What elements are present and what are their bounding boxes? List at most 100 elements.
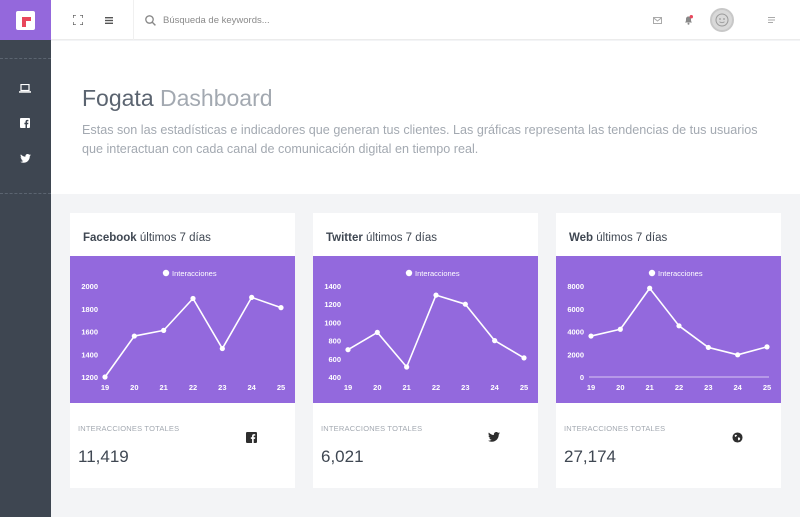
data-point — [345, 347, 351, 353]
options-button[interactable] — [762, 11, 780, 29]
data-point — [647, 285, 653, 291]
x-tick-label: 25 — [277, 383, 285, 392]
data-point — [404, 364, 410, 370]
laptop-icon — [19, 83, 31, 93]
legend-marker — [648, 269, 656, 277]
page-description: Estas son las estadísticas e indicadores… — [82, 123, 758, 156]
page-title: Fogata Dashboard — [82, 85, 273, 112]
bell-icon — [684, 15, 693, 25]
fullscreen-button[interactable] — [69, 11, 87, 29]
search-icon — [145, 14, 156, 26]
menu-button[interactable] — [100, 11, 118, 29]
user-avatar-icon — [715, 13, 729, 27]
stat-label: INTERACCIONES TOTALES — [321, 424, 423, 433]
sidebar-divider — [0, 193, 51, 194]
y-tick-label: 1200 — [324, 300, 341, 309]
x-tick-label: 25 — [763, 383, 771, 392]
x-tick-label: 23 — [218, 383, 226, 392]
series-line — [104, 296, 282, 378]
x-tick-label: 24 — [733, 383, 742, 392]
y-tick-label: 1800 — [81, 305, 98, 314]
data-point — [521, 355, 527, 361]
fogata-logo-icon — [16, 10, 35, 30]
page-title-brand: Fogata — [82, 85, 154, 111]
data-point — [131, 333, 137, 339]
legend-label: Interacciones — [172, 269, 217, 278]
mail-button[interactable] — [648, 11, 666, 29]
search-input[interactable] — [163, 14, 303, 26]
page-header: Fogata Dashboard Estas son las estadísti… — [51, 41, 800, 194]
x-tick-label: 19 — [101, 383, 109, 392]
globe-icon — [729, 429, 745, 445]
x-tick-label: 19 — [344, 383, 352, 392]
data-point — [676, 323, 682, 329]
data-point — [462, 301, 468, 307]
legend-marker — [405, 269, 413, 277]
x-tick-label: 21 — [159, 383, 167, 392]
data-point — [219, 345, 225, 352]
stat-value: 27,174 — [564, 447, 616, 466]
data-point — [588, 333, 594, 339]
data-point — [433, 292, 439, 298]
data-point — [249, 294, 255, 300]
x-tick-label: 20 — [373, 383, 381, 392]
y-tick-label: 2000 — [81, 282, 98, 291]
notifications-button[interactable] — [679, 11, 697, 29]
x-tick-label: 24 — [247, 383, 256, 392]
card-title: Twitter últimos 7 días — [326, 232, 437, 244]
legend-marker — [162, 269, 170, 277]
sidebar-item-twitter[interactable] — [13, 146, 37, 170]
data-point — [161, 327, 167, 333]
sidebar — [0, 0, 51, 517]
y-tick-label: 4000 — [567, 328, 584, 337]
y-tick-label: 8000 — [567, 282, 584, 291]
x-tick-label: 22 — [432, 383, 440, 392]
y-tick-label: 1600 — [81, 328, 98, 337]
line-chart-svg: Interacciones 0 2000 4000 6000 8000 19 20 21 22 23… — [567, 269, 771, 392]
x-tick-label: 21 — [402, 383, 410, 392]
y-tick-label: 2000 — [567, 350, 584, 359]
twitter-icon — [19, 153, 31, 163]
search-box[interactable] — [145, 8, 325, 32]
card-title: Web últimos 7 días — [569, 232, 667, 244]
card-title-period: últimos 7 días — [139, 232, 211, 244]
topbar-separator — [133, 0, 134, 40]
data-point — [374, 329, 380, 336]
sidebar-item-dashboard[interactable] — [13, 76, 37, 100]
data-point — [617, 326, 623, 332]
list-icon — [767, 17, 775, 23]
y-tick-label: 1200 — [81, 373, 98, 382]
x-tick-label: 21 — [645, 383, 653, 392]
expand-icon — [73, 15, 83, 25]
envelope-icon — [652, 16, 662, 24]
y-tick-label: 0 — [580, 373, 584, 382]
x-tick-label: 20 — [130, 383, 138, 392]
x-tick-label: 25 — [520, 383, 528, 392]
series-line — [590, 287, 768, 356]
x-tick-label: 22 — [189, 383, 197, 392]
twitter-line-chart: Interacciones 400 600 800 1000 1200 1400 19 20 21… — [313, 256, 538, 403]
y-tick-label: 400 — [328, 373, 341, 382]
data-point — [764, 344, 770, 350]
logo[interactable] — [0, 0, 51, 40]
topbar — [51, 0, 800, 40]
y-tick-label: 6000 — [567, 305, 584, 314]
card-title-channel: Twitter — [326, 232, 363, 244]
card-title-channel: Facebook — [83, 232, 137, 244]
facebook-card: Facebook últimos 7 días Interacciones 120… — [70, 213, 295, 488]
series-line — [347, 294, 525, 368]
data-point — [190, 295, 196, 302]
user-avatar[interactable] — [710, 8, 734, 32]
line-chart-svg: Interacciones 400 600 800 1000 1200 1400 19 20 21… — [324, 269, 528, 392]
legend-label: Interacciones — [658, 269, 703, 278]
data-point — [705, 344, 711, 351]
y-tick-label: 800 — [328, 337, 341, 346]
card-title: Facebook últimos 7 días — [83, 232, 211, 244]
hamburger-icon — [105, 16, 113, 24]
facebook-icon — [20, 118, 30, 128]
data-point — [278, 305, 284, 311]
sidebar-item-facebook[interactable] — [13, 111, 37, 135]
card-title-period: últimos 7 días — [596, 232, 668, 244]
stat-value: 6,021 — [321, 447, 364, 466]
x-tick-label: 19 — [587, 383, 595, 392]
